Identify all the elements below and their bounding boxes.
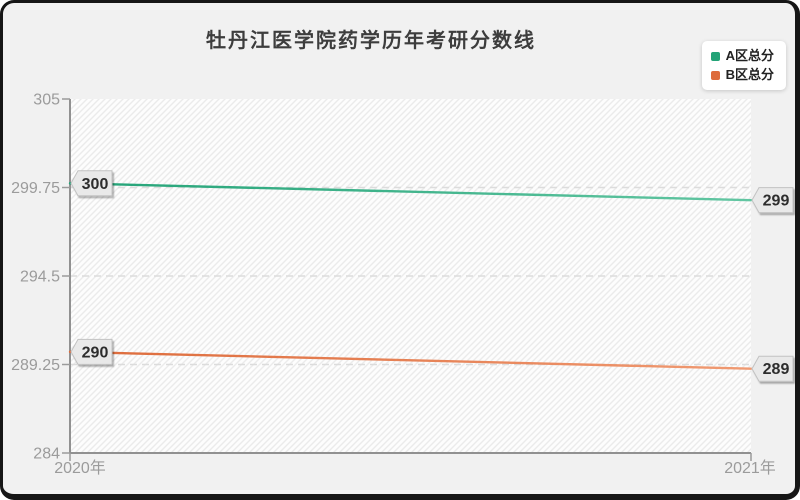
legend-swatch (710, 70, 720, 80)
y-tick-label: 299.75 (11, 180, 60, 197)
legend-item-0[interactable]: A区总分 (710, 48, 774, 64)
legend-label: A区总分 (725, 48, 774, 63)
legend-swatch (710, 51, 720, 61)
y-tick-label: 305 (33, 92, 60, 109)
point-label-flag (751, 187, 794, 214)
series-line-1 (68, 350, 753, 370)
chart-title: 牡丹江医学院药学历年考研分数线 (206, 30, 536, 52)
legend: A区总分 B区总分 (701, 41, 786, 90)
point-label-flag (70, 338, 113, 365)
legend-item-1[interactable]: B区总分 (710, 67, 774, 83)
x-tick-label: 2020年 (54, 459, 106, 477)
point-label: 299 (763, 193, 790, 210)
series-line-0 (68, 182, 753, 202)
y-tick-label: 284 (33, 446, 60, 463)
point-label: 290 (82, 344, 109, 361)
y-tick-label: 289.25 (11, 357, 60, 374)
x-tick-label: 2021年 (724, 459, 776, 477)
legend-label: B区总分 (725, 67, 774, 82)
y-tick-label: 294.5 (20, 269, 60, 286)
point-label-flag (751, 355, 794, 382)
point-label: 289 (763, 361, 790, 378)
point-label-flag (70, 170, 113, 197)
point-label: 300 (82, 176, 109, 193)
